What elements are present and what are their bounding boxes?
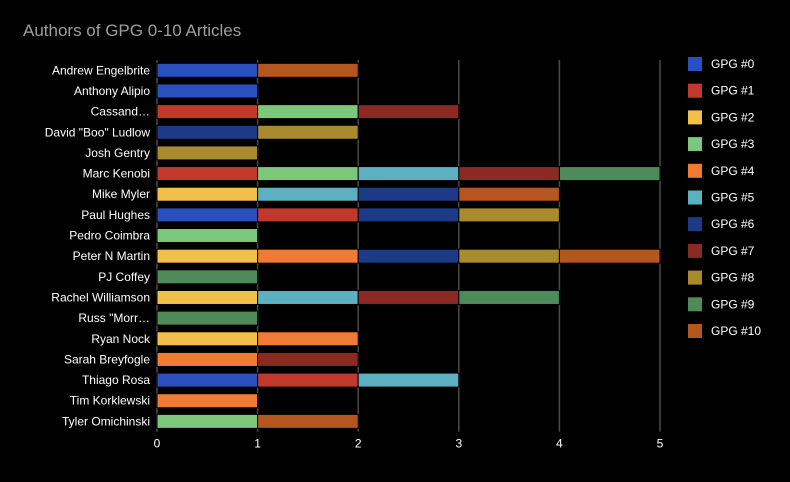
bar-segment — [156, 145, 259, 161]
legend-swatch — [688, 270, 702, 285]
bar-segment — [257, 413, 359, 429]
category-label: Josh Gentry — [85, 146, 150, 160]
bar-segment — [156, 104, 259, 120]
legend-label: GPG #5 — [711, 191, 755, 205]
x-tick-label: 1 — [254, 437, 261, 451]
legend-label: GPG #9 — [711, 297, 755, 311]
x-tick-label: 3 — [455, 437, 462, 451]
bar-segment — [156, 228, 259, 244]
category-label: Thiago Rosa — [82, 373, 150, 387]
x-axis-tick-labels: 0 1 2 3 4 5 — [154, 437, 664, 451]
category-label: Marc Kenobi — [83, 167, 150, 181]
bar-segment — [156, 83, 259, 99]
category-label: Andrew Engelbrite — [52, 63, 150, 77]
bar-segment — [257, 124, 359, 140]
bar-segment — [156, 186, 259, 202]
bar-segment — [357, 248, 460, 264]
category-label: Ryan Nock — [91, 332, 151, 346]
category-label: Pedro Coimbra — [69, 229, 150, 243]
bar-segment — [257, 104, 359, 120]
category-label: Cassand… — [91, 105, 150, 119]
bar-segment — [257, 207, 359, 223]
category-label: Russ "Morr… — [78, 311, 150, 325]
legend-label: GPG #2 — [711, 110, 755, 124]
bar-segment — [156, 351, 259, 367]
legend-label: GPG #0 — [711, 57, 755, 71]
bar-segment — [558, 166, 661, 182]
legend-swatch — [688, 57, 702, 71]
category-label: Mike Myler — [92, 187, 150, 201]
legend: GPG #0 GPG #1 GPG #2 GPG #3 GPG #4 GPG #5 GPG … — [688, 57, 761, 338]
bar-segment — [156, 166, 259, 182]
legend-label: GPG #3 — [711, 137, 755, 151]
legend-label: GPG #1 — [711, 84, 755, 98]
category-label: David "Boo" Ludlow — [45, 125, 151, 139]
legend-swatch — [688, 243, 702, 258]
bar-segment — [156, 372, 259, 388]
bar-segment — [257, 186, 359, 202]
legend-swatch — [688, 297, 702, 312]
bar-segment — [257, 372, 359, 388]
legend-label: GPG #10 — [711, 324, 761, 338]
legend-label: GPG #6 — [711, 217, 755, 231]
bar-segment — [156, 289, 259, 305]
legend-swatch — [688, 324, 702, 338]
legend-label: GPG #8 — [711, 271, 755, 285]
category-label: Sarah Breyfogle — [64, 352, 150, 366]
bar-segment — [156, 310, 259, 326]
legend-swatch — [688, 163, 702, 178]
bar-segment — [257, 289, 359, 305]
x-tick-label: 2 — [355, 437, 362, 451]
category-label: Anthony Alipio — [74, 84, 150, 98]
bar-segment — [558, 248, 661, 264]
bar-segment — [458, 166, 560, 182]
bar-segment — [357, 104, 460, 120]
category-label: Rachel Williamson — [51, 290, 150, 304]
bar-segment — [257, 331, 359, 347]
bar-segment — [156, 413, 259, 429]
bar-segment — [257, 166, 359, 182]
category-labels: Andrew Engelbrite Anthony Alipio Cassand… D… — [45, 63, 151, 428]
bar-segment — [458, 289, 560, 305]
category-label: Peter N Martin — [73, 249, 150, 263]
bar-segment — [156, 331, 259, 347]
chart-title: Authors of GPG 0-10 Articles — [23, 21, 241, 40]
bar-segment — [357, 207, 460, 223]
x-tick-label: 4 — [556, 437, 563, 451]
bar-segment — [156, 269, 259, 285]
bar-segment — [156, 62, 259, 78]
category-label: Tyler Omichinski — [62, 414, 150, 428]
bar-segment — [357, 166, 460, 182]
bar-segment — [458, 186, 560, 202]
legend-label: GPG #4 — [711, 164, 755, 178]
legend-swatch — [688, 217, 702, 232]
legend-swatch — [688, 83, 702, 98]
bar-segment — [458, 207, 560, 223]
bar-segment — [357, 289, 460, 305]
bar-segment — [156, 248, 259, 264]
bars — [156, 62, 661, 429]
x-tick-label: 0 — [154, 437, 161, 451]
x-tick-label: 5 — [657, 437, 664, 451]
bar-segment — [257, 351, 359, 367]
gridlines — [156, 60, 661, 432]
category-label: Tim Korklewski — [70, 394, 150, 408]
bar-segment — [156, 124, 259, 140]
legend-label: GPG #7 — [711, 244, 755, 258]
bar-segment — [156, 393, 259, 409]
category-label: PJ Coffey — [98, 270, 150, 284]
legend-swatch — [688, 190, 702, 205]
category-label: Paul Hughes — [81, 208, 150, 222]
bar-segment — [357, 186, 460, 202]
bar-segment — [458, 248, 560, 264]
bar-segment — [156, 207, 259, 223]
legend-swatch — [688, 110, 702, 125]
bar-segment — [257, 62, 359, 78]
bar-segment — [357, 372, 460, 388]
legend-swatch — [688, 137, 702, 152]
bar-segment — [257, 248, 359, 264]
